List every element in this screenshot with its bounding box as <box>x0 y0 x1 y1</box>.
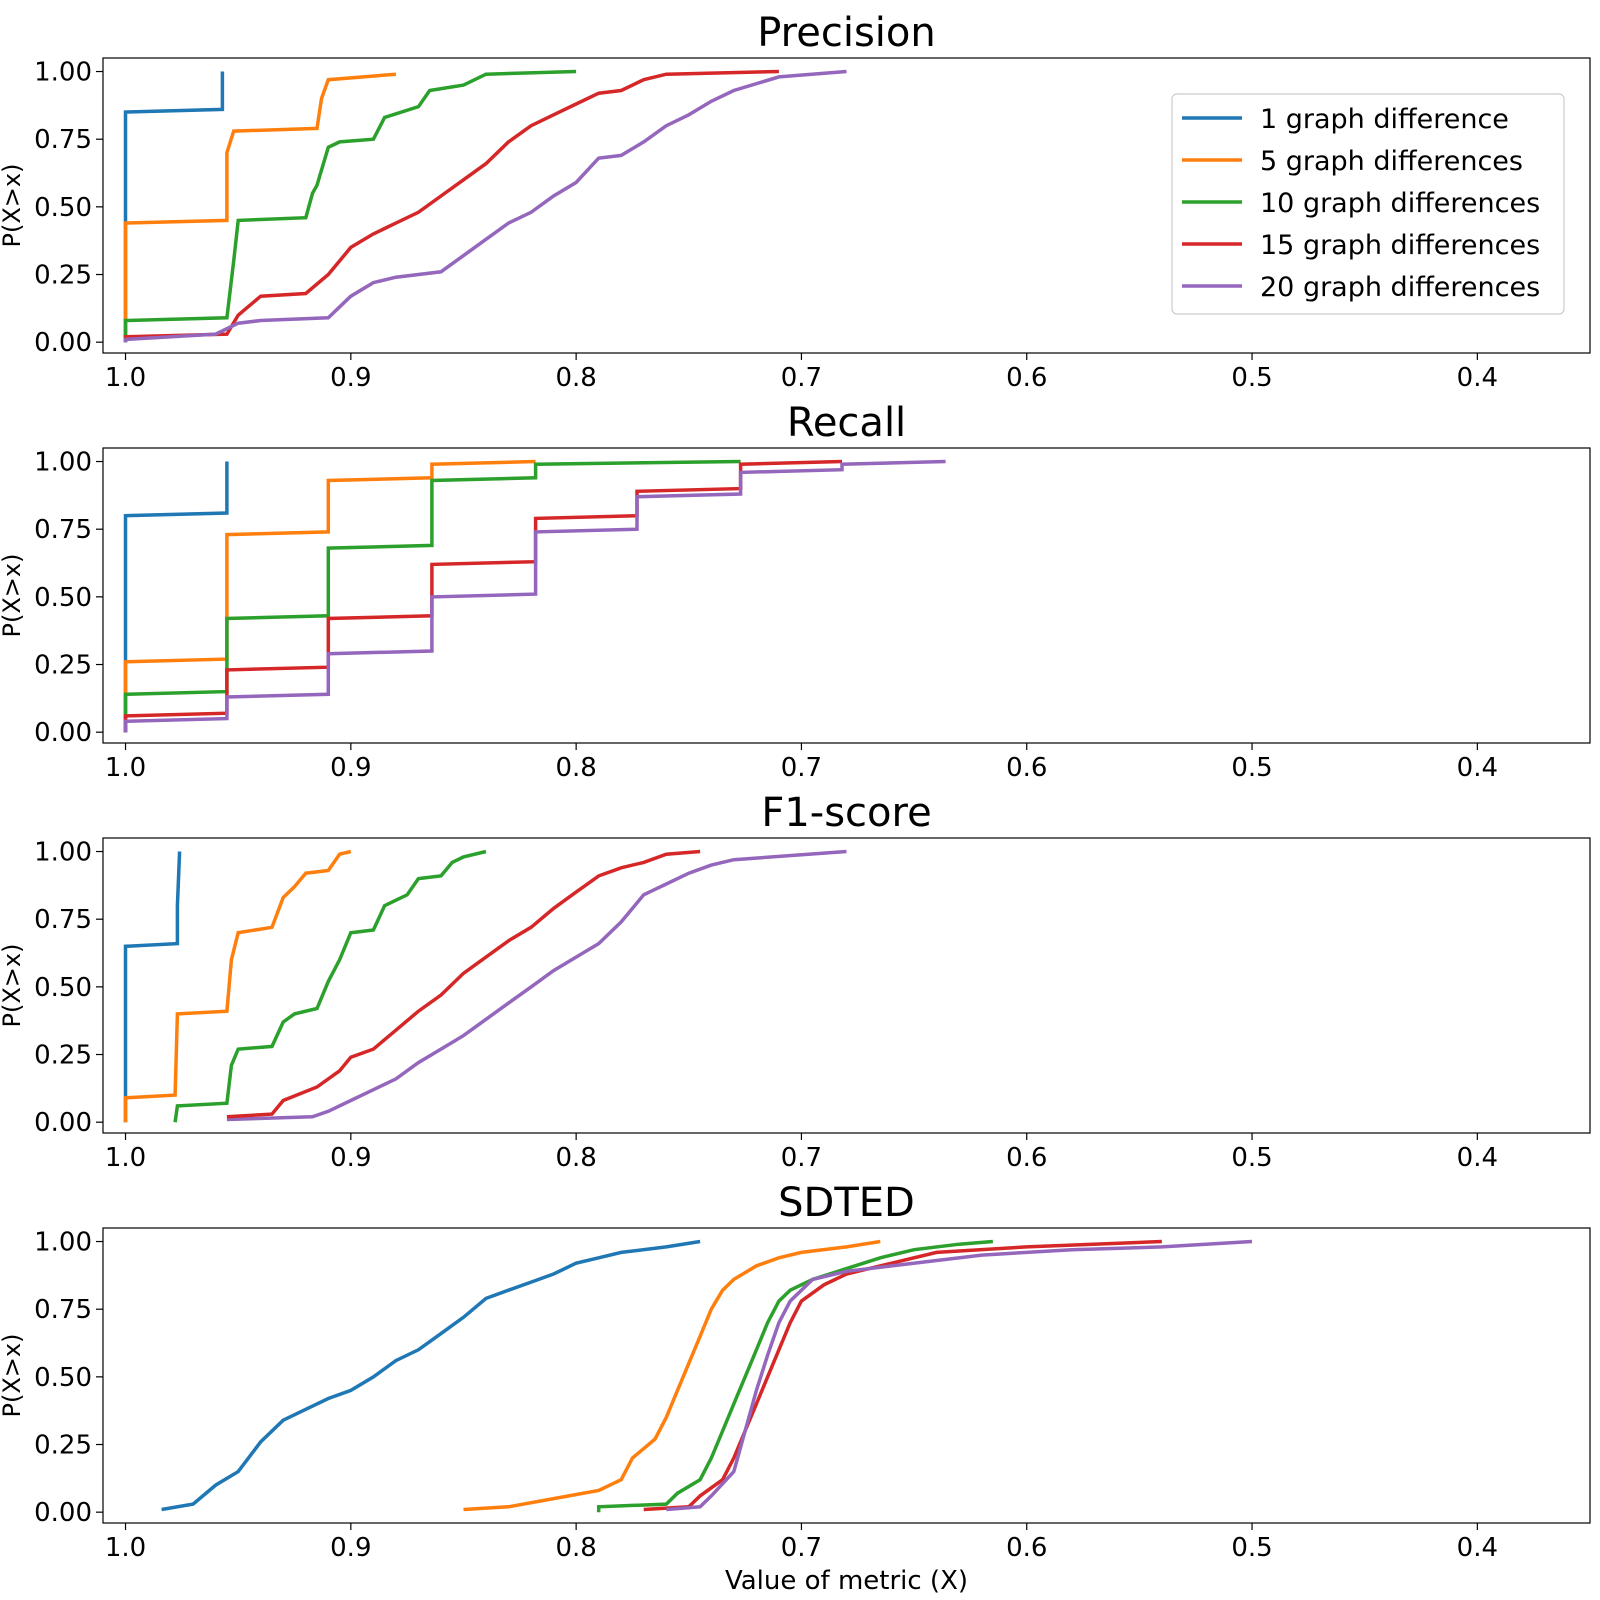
subplot-f1-score: F1-score 1.0 0.9 0.8 0.7 0.6 0.5 0.4 0.00 0.25 0.5… <box>0 790 1591 1173</box>
y-tick-label: 0.25 <box>34 651 92 681</box>
series-line-10-graph-differences <box>596 1239 994 1513</box>
y-tick-label: 0.00 <box>34 718 92 748</box>
x-tick-label: 0.7 <box>781 1143 822 1173</box>
series-line-20-graph-differences <box>666 1239 1253 1512</box>
x-tick-label: 0.7 <box>781 363 822 393</box>
x-tick-label: 0.8 <box>555 1143 596 1173</box>
y-tick-label: 0.75 <box>34 125 92 155</box>
y-tick-label: 0.75 <box>34 905 92 935</box>
legend-label: 15 graph differences <box>1260 230 1540 261</box>
plot-frame <box>102 837 1591 1134</box>
y-tick-label: 0.25 <box>34 261 92 291</box>
x-tick-label: 0.6 <box>1006 1533 1047 1563</box>
y-axis-label: P(X>x) <box>0 1334 26 1418</box>
y-axis-label: P(X>x) <box>0 164 26 248</box>
x-tick-label: 0.6 <box>1006 363 1047 393</box>
y-tick-label: 0.75 <box>34 515 92 545</box>
y-tick-label: 0.00 <box>34 1108 92 1138</box>
series-line-10-graph-differences <box>123 69 577 343</box>
y-tick-label: 1.00 <box>34 838 92 868</box>
subplot-sdted: SDTED 1.0 0.9 0.8 0.7 0.6 0.5 0.4 0.00 0.25 0.50 0.… <box>0 1180 1591 1596</box>
series-line-1-graph-difference <box>123 461 229 733</box>
legend-label: 10 graph differences <box>1260 188 1540 219</box>
x-axis-label: Value of metric (X) <box>725 1566 968 1596</box>
series-line-5-graph-differences <box>123 459 536 733</box>
chart-title: F1-score <box>761 790 931 836</box>
y-tick-label: 0.50 <box>34 973 92 1003</box>
x-tick-label: 1.0 <box>105 1533 146 1563</box>
x-tick-label: 0.7 <box>781 753 822 783</box>
series-line-20-graph-differences <box>123 69 847 343</box>
series-line-5-graph-differences <box>123 849 352 1123</box>
subplot-recall: Recall 1.0 0.9 0.8 0.7 0.6 0.5 0.4 0.00 0.25 0.50 0… <box>0 400 1591 783</box>
y-tick-label: 0.00 <box>34 328 92 358</box>
legend-label: 1 graph difference <box>1260 104 1509 135</box>
x-tick-label: 1.0 <box>105 1143 146 1173</box>
x-tick-label: 0.5 <box>1231 753 1272 783</box>
legend-label: 5 graph differences <box>1260 146 1523 177</box>
x-tick-label: 0.9 <box>330 1143 371 1173</box>
chart-title: SDTED <box>778 1180 915 1226</box>
series-line-10-graph-differences <box>123 459 741 733</box>
y-tick-label: 1.00 <box>34 1228 92 1258</box>
y-axis-label: P(X>x) <box>0 554 26 638</box>
y-tick-label: 0.00 <box>34 1498 92 1528</box>
series-line-15-graph-differences <box>123 69 779 340</box>
y-tick-label: 0.25 <box>34 1431 92 1461</box>
x-tick-label: 0.8 <box>555 753 596 783</box>
plot-frame <box>102 1227 1591 1524</box>
x-tick-label: 0.4 <box>1457 1143 1498 1173</box>
x-tick-label: 0.9 <box>330 753 371 783</box>
y-tick-label: 0.50 <box>34 1363 92 1393</box>
series-line-1-graph-difference <box>161 1239 701 1512</box>
plot-frame <box>102 57 1591 354</box>
legend: 1 graph difference 5 graph differences 10 … <box>1171 93 1565 315</box>
y-tick-label: 1.00 <box>34 58 92 88</box>
series-group <box>123 459 946 733</box>
subplot-precision: Precision 1.0 0.9 0.8 0.7 0.6 0.5 0.4 0.00 0.25 0.… <box>0 10 1591 393</box>
x-tick-label: 1.0 <box>105 753 146 783</box>
series-line-15-graph-differences <box>226 849 701 1119</box>
series-group <box>123 69 847 343</box>
plot-frame <box>102 447 1591 744</box>
series-group <box>161 1239 1253 1513</box>
series-line-15-graph-differences <box>643 1239 1162 1512</box>
x-tick-label: 0.5 <box>1231 363 1272 393</box>
legend-box <box>1171 93 1565 315</box>
y-tick-label: 0.25 <box>34 1041 92 1071</box>
x-tick-label: 0.5 <box>1231 1143 1272 1173</box>
x-tick-label: 0.5 <box>1231 1533 1272 1563</box>
y-axis-label: P(X>x) <box>0 944 26 1028</box>
legend-label: 20 graph differences <box>1260 272 1540 303</box>
x-tick-label: 0.6 <box>1006 753 1047 783</box>
series-line-5-graph-differences <box>463 1239 881 1512</box>
chart-title: Recall <box>787 400 906 446</box>
x-tick-label: 0.7 <box>781 1533 822 1563</box>
series-group <box>123 849 847 1123</box>
x-tick-label: 0.8 <box>555 1533 596 1563</box>
y-tick-label: 0.50 <box>34 193 92 223</box>
series-line-5-graph-differences <box>123 72 397 343</box>
chart-title: Precision <box>757 10 935 56</box>
x-tick-label: 0.9 <box>330 1533 371 1563</box>
x-tick-label: 0.4 <box>1457 363 1498 393</box>
x-tick-label: 0.9 <box>330 363 371 393</box>
y-tick-label: 1.00 <box>34 448 92 478</box>
x-tick-label: 0.8 <box>555 363 596 393</box>
series-line-1-graph-difference <box>123 71 225 343</box>
x-tick-label: 0.6 <box>1006 1143 1047 1173</box>
x-tick-label: 0.4 <box>1457 1533 1498 1563</box>
y-tick-label: 0.50 <box>34 583 92 613</box>
series-line-1-graph-difference <box>123 851 182 1123</box>
series-line-20-graph-differences <box>226 849 847 1122</box>
y-tick-label: 0.75 <box>34 1295 92 1325</box>
x-tick-label: 0.4 <box>1457 753 1498 783</box>
series-line-10-graph-differences <box>173 849 487 1123</box>
x-tick-label: 1.0 <box>105 363 146 393</box>
series-line-20-graph-differences <box>123 459 946 733</box>
